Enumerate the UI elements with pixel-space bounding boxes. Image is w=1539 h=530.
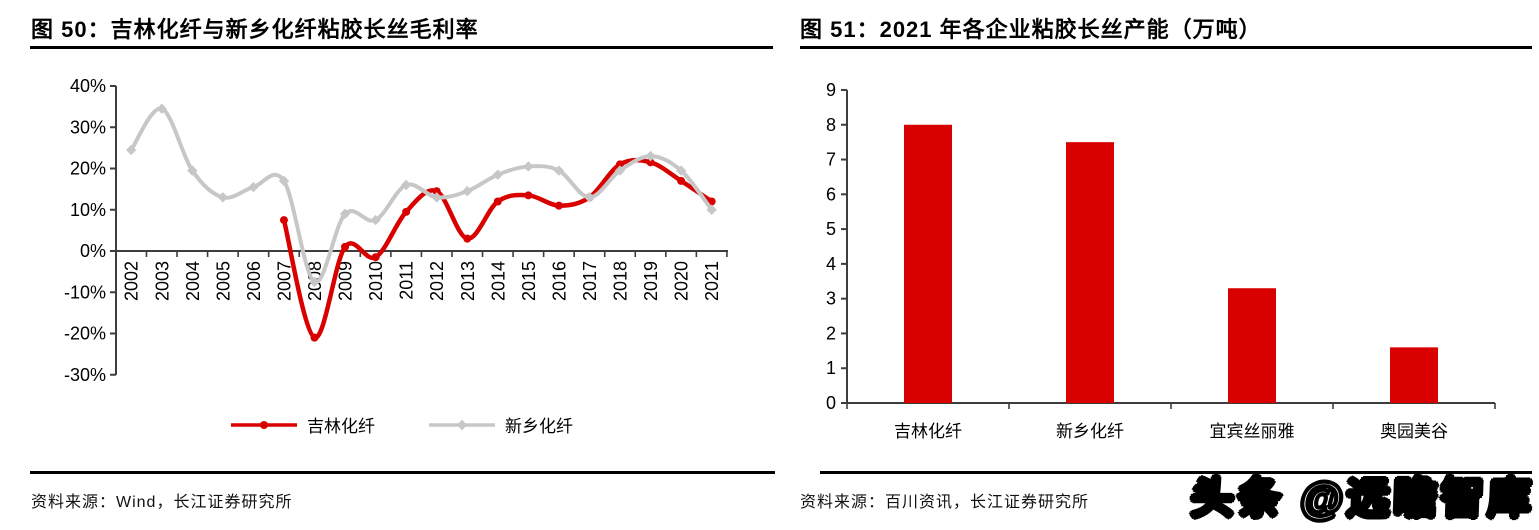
y-tick-label: 20% xyxy=(70,159,106,179)
series-marker-新乡化纤 xyxy=(645,150,656,162)
y-tick-label: 9 xyxy=(826,80,836,100)
y-tick-label: -10% xyxy=(64,282,106,302)
figure51-title-rule xyxy=(800,46,1532,49)
series-marker-新乡化纤 xyxy=(187,165,198,176)
y-tick-label: 8 xyxy=(826,115,836,135)
y-tick-label: -30% xyxy=(64,365,106,385)
series-marker-新乡化纤 xyxy=(156,103,167,114)
series-marker-吉林化纤 xyxy=(524,191,533,200)
x-category-label: 2005 xyxy=(213,261,233,301)
series-marker-新乡化纤 xyxy=(278,175,290,187)
x-category-label: 2017 xyxy=(580,261,600,301)
x-category-label: 宜宾丝丽雅 xyxy=(1210,422,1295,441)
series-marker-吉林化纤 xyxy=(279,216,288,225)
x-category-label: 2009 xyxy=(336,261,356,301)
x-category-label: 2003 xyxy=(152,261,172,301)
series-marker-新乡化纤 xyxy=(462,185,473,197)
y-tick-label: 0% xyxy=(80,241,106,261)
series-marker-吉林化纤 xyxy=(677,176,686,185)
bar-奥园美谷 xyxy=(1390,347,1438,403)
x-category-label: 2014 xyxy=(488,261,508,301)
series-marker-吉林化纤 xyxy=(310,333,319,342)
legend-swatch-red-line-icon xyxy=(231,420,297,429)
series-marker-新乡化纤 xyxy=(248,181,259,193)
y-tick-label: 5 xyxy=(826,219,836,239)
series-marker-吉林化纤 xyxy=(616,160,624,169)
series-marker-新乡化纤 xyxy=(706,204,717,215)
bar-宜宾丝丽雅 xyxy=(1228,288,1276,403)
series-marker-吉林化纤 xyxy=(554,201,563,210)
line-chart-legend: 吉林化纤 新乡化纤 xyxy=(30,412,772,437)
toutiao-watermark: 头条 @远瞻智库 xyxy=(1189,474,1537,525)
x-category-label: 2007 xyxy=(274,261,294,301)
x-category-label: 2004 xyxy=(183,261,203,301)
x-category-label: 2018 xyxy=(611,261,631,301)
series-marker-吉林化纤 xyxy=(707,197,716,206)
x-category-label: 2006 xyxy=(244,261,264,301)
x-category-label: 新乡化纤 xyxy=(1056,422,1124,441)
x-category-label: 2019 xyxy=(641,261,661,301)
figure50-source: 资料来源：Wind，长江证券研究所 xyxy=(31,494,293,511)
x-category-label: 奥园美谷 xyxy=(1380,422,1448,441)
series-marker-新乡化纤 xyxy=(584,192,595,203)
series-marker-新乡化纤 xyxy=(370,214,381,226)
figure50-title-rule xyxy=(30,46,773,49)
y-tick-label: 1 xyxy=(826,358,836,378)
series-marker-新乡化纤 xyxy=(339,208,351,220)
legend-item-xinxiang: 新乡化纤 xyxy=(427,412,573,437)
series-marker-新乡化纤 xyxy=(309,276,320,288)
x-category-label: 2012 xyxy=(427,261,447,301)
series-marker-吉林化纤 xyxy=(463,234,472,243)
x-category-label: 2020 xyxy=(672,261,692,301)
series-marker-吉林化纤 xyxy=(646,158,655,167)
y-tick-label: -20% xyxy=(64,324,106,344)
y-tick-label: 40% xyxy=(70,76,106,96)
y-tick-label: 0 xyxy=(826,393,836,413)
bar-新乡化纤 xyxy=(1066,142,1114,403)
y-tick-label: 30% xyxy=(70,117,106,137)
series-marker-吉林化纤 xyxy=(402,207,411,216)
y-tick-label: 7 xyxy=(826,150,836,170)
y-tick-label: 6 xyxy=(826,184,836,204)
y-tick-label: 3 xyxy=(826,289,836,309)
figure51-source: 资料来源：百川资讯，长江证券研究所 xyxy=(800,494,1090,511)
figure50-footer-rule xyxy=(30,471,775,474)
x-category-label: 2002 xyxy=(122,261,142,301)
capacity-bar-chart: 0 1 2 3 4 5 6 7 8 9 吉林化纤 新乡化纤 宜宾丝丽雅 奥园美谷 xyxy=(826,80,1496,441)
y-tick-label: 2 xyxy=(826,323,836,343)
bar-吉林化纤 xyxy=(904,124,952,403)
figure51-footer-rule xyxy=(820,471,1532,474)
legend-swatch-gray-line-icon xyxy=(429,419,495,430)
series-marker-吉林化纤 xyxy=(432,187,441,196)
x-category-label: 吉林化纤 xyxy=(894,422,962,441)
x-category-label: 2010 xyxy=(366,261,386,301)
series-marker-新乡化纤 xyxy=(431,192,442,203)
figure51-title: 图 51：2021 年各企业粘胶长丝产能（万吨） xyxy=(800,17,1262,42)
series-marker-新乡化纤 xyxy=(614,165,626,176)
series-marker-吉林化纤 xyxy=(341,242,350,251)
series-marker-新乡化纤 xyxy=(126,144,137,156)
x-category-label: 2021 xyxy=(702,261,722,301)
margin-line-chart: 40% 30% 20% 10% 0% -10% -20% -30% 2002 2003 2004 20… xyxy=(64,76,728,385)
x-category-label: 2016 xyxy=(549,261,569,301)
x-category-label: 2015 xyxy=(519,261,539,301)
legend-label-jilin: 吉林化纤 xyxy=(307,417,375,436)
x-category-label: 2013 xyxy=(458,261,478,301)
series-marker-吉林化纤 xyxy=(371,253,380,262)
legend-item-jilin: 吉林化纤 xyxy=(229,412,375,437)
series-marker-新乡化纤 xyxy=(217,192,229,203)
figure50-title: 图 50：吉林化纤与新乡化纤粘胶长丝毛利率 xyxy=(31,17,479,42)
series-marker-吉林化纤 xyxy=(493,197,502,206)
legend-swatch-marker xyxy=(260,420,268,429)
x-category-label: 2011 xyxy=(397,261,417,300)
series-marker-新乡化纤 xyxy=(523,161,534,172)
legend-swatch-marker xyxy=(456,419,468,430)
y-tick-label: 10% xyxy=(70,200,106,220)
y-tick-label: 4 xyxy=(826,254,836,274)
legend-label-xinxiang: 新乡化纤 xyxy=(505,417,573,436)
